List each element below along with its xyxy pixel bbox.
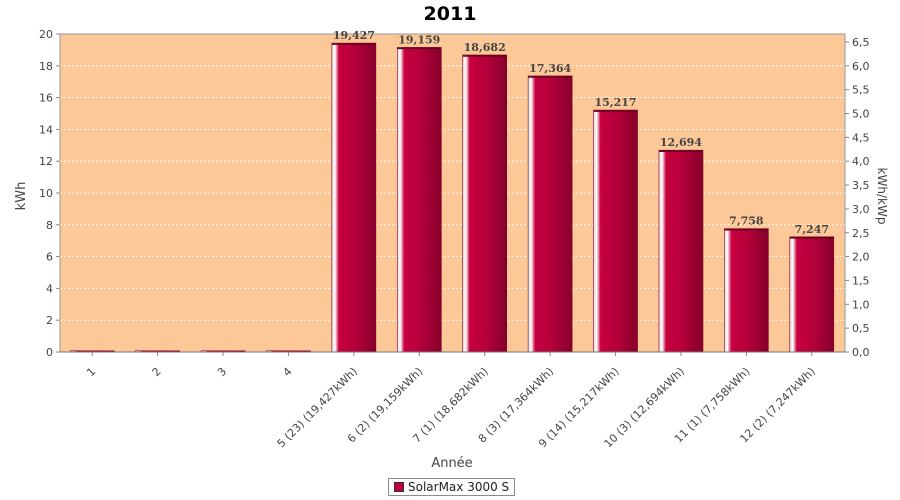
bar-value-label: 18,682	[464, 41, 506, 54]
bar	[462, 54, 508, 353]
x-tick-label: 3	[215, 365, 229, 379]
chart-title: 2011	[424, 3, 477, 25]
bar	[396, 47, 442, 353]
legend-swatch	[394, 482, 404, 492]
bar	[658, 149, 704, 353]
bar-value-label: 19,159	[398, 33, 440, 46]
legend-label: SolarMax 3000 S	[408, 480, 510, 494]
y-tick-label: 4	[46, 282, 53, 295]
y-tick-label: 14	[39, 123, 53, 136]
y-tick-label: 16	[39, 92, 53, 105]
y-axis-title: kWh	[14, 182, 29, 211]
bar-value-label: 7,758	[729, 215, 764, 228]
y-right-tick-label: 2,0	[852, 251, 870, 264]
y-right-tick-label: 5,5	[852, 84, 870, 97]
y-right-tick-label: 1,0	[852, 298, 870, 311]
x-tick-label: 1	[84, 365, 98, 379]
x-axis-title: Année	[431, 456, 472, 471]
y-tick-label: 20	[39, 28, 53, 41]
y-right-tick-label: 0,0	[852, 346, 870, 359]
bar-value-label: 17,364	[529, 62, 571, 75]
y-tick-label: 12	[39, 155, 53, 168]
y-right-tick-label: 2,5	[852, 227, 870, 240]
bar-value-label: 15,217	[594, 96, 636, 109]
bar	[724, 228, 769, 353]
bar	[527, 75, 573, 353]
y-tick-label: 18	[39, 60, 53, 73]
y-right-tick-label: 6,0	[852, 60, 870, 73]
bar-value-label: 19,427	[333, 29, 375, 42]
bar-value-label: 12,694	[660, 136, 702, 149]
y-right-tick-label: 0,5	[852, 322, 870, 335]
legend: SolarMax 3000 S	[388, 478, 516, 496]
bar	[593, 109, 638, 353]
y-right-tick-label: 1,5	[852, 274, 870, 287]
y-right-tick-label: 4,0	[852, 155, 870, 168]
y-tick-label: 8	[46, 219, 53, 232]
bar	[789, 236, 835, 353]
y-right-tick-label: 6,5	[852, 36, 870, 49]
y-right-tick-label: 5,0	[852, 108, 870, 121]
y-right-tick-label: 3,0	[852, 203, 870, 216]
y-tick-label: 6	[46, 251, 53, 264]
y-tick-label: 2	[46, 314, 53, 327]
y-tick-label: 0	[46, 346, 53, 359]
y-right-tick-label: 4,5	[852, 131, 870, 144]
x-tick-label: 4	[280, 365, 294, 379]
bar	[331, 42, 377, 353]
y-tick-label: 10	[39, 187, 53, 200]
x-tick-label: 2	[150, 365, 164, 379]
y-axis-right-title: kWh/kWp	[875, 168, 889, 225]
bar-value-label: 7,247	[795, 223, 829, 236]
y-right-tick-label: 3,5	[852, 179, 870, 192]
